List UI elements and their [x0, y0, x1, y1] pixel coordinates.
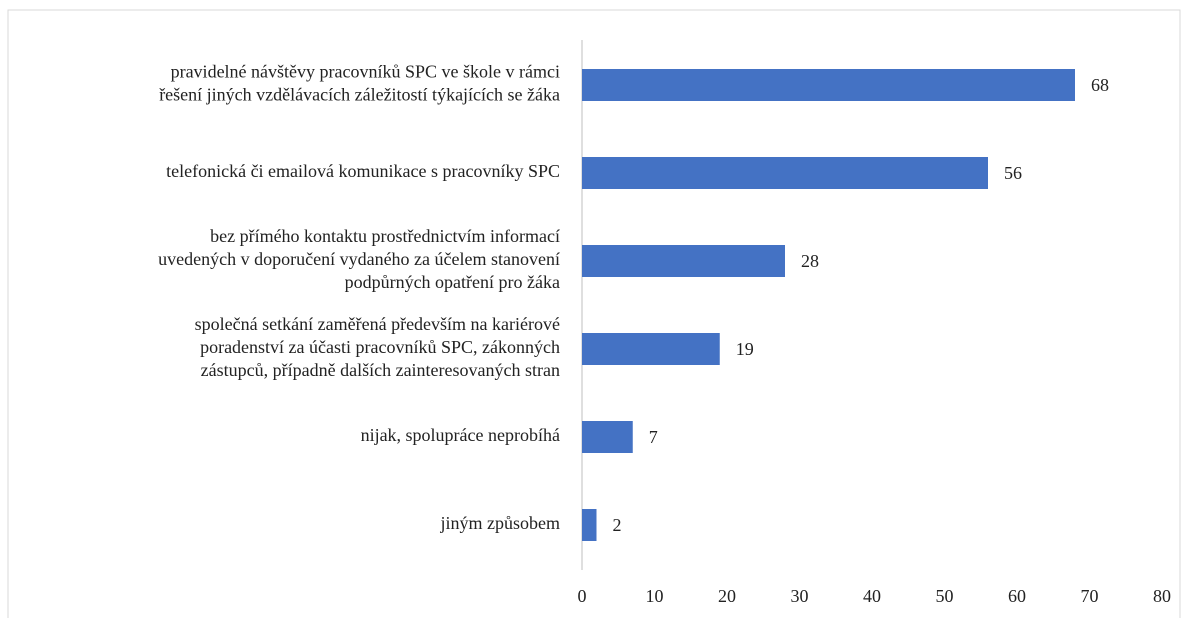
category-label: nijak, spolupráce neprobíhá: [361, 425, 560, 445]
x-tick-label: 60: [1008, 586, 1026, 606]
x-tick-label: 30: [791, 586, 809, 606]
category-label: pravidelné návštěvy pracovníků SPC ve šk…: [171, 62, 560, 82]
data-label: 19: [736, 339, 754, 359]
category-label: zástupců, případně dalších zainteresovan…: [201, 360, 560, 380]
category-label: bez přímého kontaktu prostřednictvím inf…: [210, 226, 560, 246]
bar: [582, 157, 988, 189]
data-label: 68: [1091, 75, 1109, 95]
category-label: poradenství za účasti pracovníků SPC, zá…: [200, 337, 560, 357]
category-label: podpůrných opatření pro žáka: [345, 272, 560, 292]
data-label: 28: [801, 251, 819, 271]
data-label: 7: [649, 427, 658, 447]
category-label: telefonická či emailová komunikace s pra…: [166, 161, 560, 181]
data-label: 56: [1004, 163, 1022, 183]
bar: [582, 509, 597, 541]
bar: [582, 69, 1075, 101]
category-label: jiným způsobem: [440, 513, 561, 533]
data-label: 2: [613, 515, 622, 535]
bar: [582, 245, 785, 277]
category-label: řešení jiných vzdělávacích záležitostí t…: [159, 85, 560, 105]
category-label: uvedených v doporučení vydaného za účele…: [158, 249, 560, 269]
category-label: společná setkání zaměřená především na k…: [195, 314, 560, 334]
x-tick-label: 40: [863, 586, 881, 606]
x-tick-label: 80: [1153, 586, 1171, 606]
x-tick-label: 70: [1081, 586, 1099, 606]
chart-border: [7, 9, 1181, 623]
x-tick-label: 10: [646, 586, 664, 606]
bar: [582, 421, 633, 453]
bar: [582, 333, 720, 365]
x-tick-label: 0: [578, 586, 587, 606]
x-tick-label: 20: [718, 586, 736, 606]
x-tick-label: 50: [936, 586, 954, 606]
